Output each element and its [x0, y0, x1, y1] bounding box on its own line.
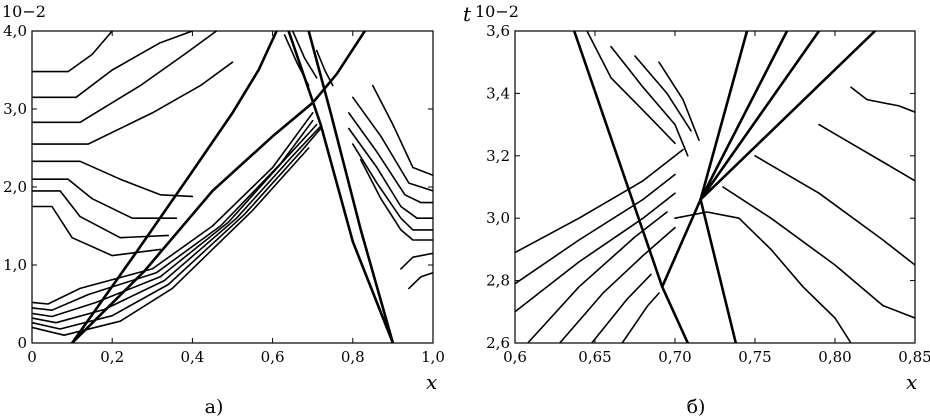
panel-b-x-axis-label: x — [906, 370, 917, 394]
panel-a-ticks: 0 0,2 0,4 0,6 0,8 1,0 0 1,0 2,0 3,0 4,0 — [3, 22, 445, 366]
panel-b-y-tick-label-1: 2,8 — [486, 272, 510, 290]
panel-b-y-tick-label-3: 3,2 — [486, 147, 510, 165]
panel-a-y-tick-label-4: 4,0 — [3, 22, 27, 40]
panel-a-y-tick-label-0: 0 — [17, 334, 27, 352]
panel-a-contour-8 — [32, 112, 314, 305]
panel-a-frame — [31, 30, 434, 344]
panel-b-y-tick-label-2: 3,0 — [486, 209, 510, 227]
panel-a-shocks — [70, 31, 395, 343]
panel-b-contour-7 — [586, 31, 676, 145]
panel-b-contour-6 — [621, 292, 660, 343]
panel-b-frame — [514, 30, 916, 344]
panel-b-shock-line-3 — [699, 31, 821, 201]
panel-b-contour-0 — [515, 148, 684, 254]
panel-b-x-tick-label-3: 0,75 — [738, 348, 771, 366]
panel-a-contour-11 — [32, 125, 322, 324]
panel-a-contour-23 — [291, 31, 318, 79]
panel-b-shock-line-4 — [699, 31, 789, 201]
panel-b-contour-10 — [658, 61, 700, 141]
panel-b-x-tick-label-0: 0,6 — [503, 348, 527, 366]
panel-a-contour-4 — [32, 160, 194, 198]
panel-a-contour-6 — [32, 190, 170, 239]
panel-b-shocks — [572, 31, 877, 343]
panel-a: 0 0,2 0,4 0,6 0,8 1,0 0 1,0 2,0 3,0 4,0 10−2 x а) — [2, 2, 445, 418]
panel-a-shock-line-0 — [70, 31, 367, 343]
panel-b-caption: б) — [687, 396, 706, 418]
panel-b-contour-15 — [850, 86, 915, 113]
panel-b-x-tick-label-5: 0,85 — [898, 348, 930, 366]
panel-a-x-tick-label-4: 0,8 — [341, 348, 365, 366]
panel-a-shock-line-1 — [70, 31, 278, 343]
panel-b-contour-8 — [610, 45, 689, 157]
panel-b-x-tick-label-2: 0,70 — [658, 348, 691, 366]
panel-b-contour-1 — [515, 173, 676, 285]
panel-b-contour-13 — [754, 155, 915, 266]
panel-b-shock-line-5 — [699, 31, 749, 201]
panel-b-y-axis-label: t — [463, 2, 472, 26]
panel-a-contour-7 — [32, 205, 162, 257]
panel-b-contour-4 — [558, 226, 676, 343]
panel-b-x-tick-label-4: 0,80 — [818, 348, 851, 366]
panel-a-x-tick-label-1: 0,2 — [100, 348, 124, 366]
panel-b-contour-14 — [818, 123, 915, 182]
panel-a-contour-16 — [347, 127, 433, 219]
panel-a-contour-1 — [32, 31, 194, 99]
panel-b-y-tick-label-5: 3,6 — [486, 22, 510, 40]
panel-b-y-tick-label-0: 2,6 — [486, 334, 510, 352]
panel-b-contour-9 — [634, 55, 692, 132]
panel-b: 0,6 0,65 0,70 0,75 0,80 0,85 2,6 2,8 3,0 3,2 3,4 3,… — [463, 2, 930, 418]
panel-a-contour-14 — [359, 158, 433, 241]
panel-b-contours — [515, 31, 915, 343]
panel-a-shock-line-3 — [307, 31, 395, 343]
panel-a-contour-18 — [351, 96, 433, 192]
panel-a-contour-20 — [400, 252, 433, 270]
panel-a-contour-5 — [32, 178, 178, 219]
panel-b-y-scale-label: 10−2 — [475, 2, 519, 21]
panel-b-y-tick-label-4: 3,4 — [486, 84, 510, 102]
panel-b-contour-5 — [590, 273, 652, 343]
panel-a-contour-12 — [32, 127, 322, 330]
panel-a-y-tick-label-3: 3,0 — [3, 100, 27, 118]
panel-a-contour-10 — [32, 123, 318, 318]
panel-a-x-tick-label-5: 1,0 — [421, 348, 445, 366]
panel-b-x-tick-label-1: 0,65 — [578, 348, 611, 366]
panel-a-shock-line-2 — [287, 31, 395, 343]
panel-a-y-tick-label-2: 2,0 — [3, 178, 27, 196]
panel-a-contour-17 — [347, 112, 433, 204]
panel-b-ticks: 0,6 0,65 0,70 0,75 0,80 0,85 2,6 2,8 3,0 3,2 3,4 3,… — [486, 22, 930, 366]
panel-a-x-tick-label-3: 0,6 — [261, 348, 285, 366]
panel-b-contour-2 — [515, 192, 676, 313]
panel-a-y-scale-label: 10−2 — [2, 2, 46, 21]
panel-b-contour-3 — [526, 211, 668, 343]
panel-a-contour-21 — [408, 271, 433, 290]
panel-b-contour-11 — [674, 211, 852, 343]
panel-a-caption: а) — [205, 396, 224, 418]
panel-a-contour-3 — [32, 61, 234, 145]
panel-a-contour-19 — [371, 84, 433, 177]
panel-a-contour-2 — [32, 31, 218, 124]
panel-a-x-axis-label: x — [426, 370, 437, 394]
panel-a-y-tick-label-1: 1,0 — [3, 256, 27, 274]
panel-a-x-tick-label-2: 0,4 — [180, 348, 204, 366]
panel-a-x-tick-label-0: 0 — [27, 348, 37, 366]
panel-a-contour-13 — [32, 147, 310, 337]
panel-a-contour-15 — [351, 143, 433, 231]
panel-b-shock-line-2 — [699, 198, 738, 343]
panel-b-contour-12 — [722, 186, 915, 319]
panel-a-contour-0 — [32, 31, 113, 73]
